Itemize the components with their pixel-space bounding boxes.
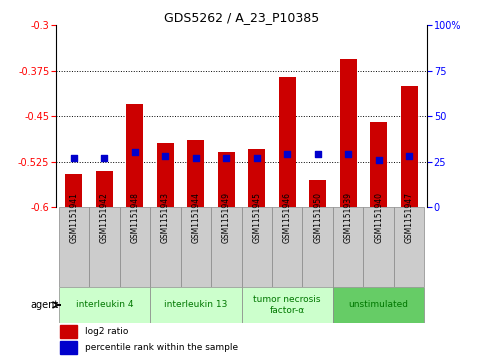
Point [100, 155, 108, 161]
Bar [187, 140, 204, 207]
Text: tumor necrosis
factor-α: tumor necrosis factor-α [254, 295, 321, 315]
Text: GSM1151941: GSM1151941 [70, 192, 78, 243]
Bar [279, 77, 296, 207]
Point [161, 153, 169, 159]
Point [70, 155, 78, 161]
Text: GSM1151947: GSM1151947 [405, 192, 413, 243]
Text: GSM1151943: GSM1151943 [161, 192, 170, 243]
Point [405, 153, 413, 159]
Bar [272, 207, 302, 287]
Text: GSM1151945: GSM1151945 [252, 192, 261, 243]
Bar [150, 287, 242, 323]
Bar [333, 287, 425, 323]
Bar [150, 207, 181, 287]
Bar [211, 207, 242, 287]
Bar [89, 207, 120, 287]
Bar [248, 150, 265, 207]
Text: GSM1151939: GSM1151939 [344, 192, 353, 243]
Bar [340, 59, 356, 207]
Bar [127, 104, 143, 207]
Text: interleukin 13: interleukin 13 [164, 301, 227, 309]
Bar [401, 86, 417, 207]
Point [284, 151, 291, 157]
Bar [218, 152, 235, 207]
Title: GDS5262 / A_23_P10385: GDS5262 / A_23_P10385 [164, 11, 319, 24]
Text: agent: agent [30, 300, 58, 310]
Bar [394, 207, 425, 287]
Text: GSM1151948: GSM1151948 [130, 192, 139, 243]
Point [344, 151, 352, 157]
Text: GSM1151940: GSM1151940 [374, 192, 383, 243]
Point [253, 155, 261, 161]
Text: log2 ratio: log2 ratio [85, 327, 128, 336]
Text: GSM1151946: GSM1151946 [283, 192, 292, 243]
Bar [363, 207, 394, 287]
Bar [66, 174, 82, 207]
Bar [370, 122, 387, 207]
Bar [302, 207, 333, 287]
Text: GSM1151950: GSM1151950 [313, 192, 322, 243]
Bar [58, 287, 150, 323]
Bar [60, 325, 77, 338]
Text: unstimulated: unstimulated [349, 301, 409, 309]
Bar [96, 171, 113, 207]
Text: GSM1151942: GSM1151942 [100, 192, 109, 243]
Bar [181, 207, 211, 287]
Text: GSM1151949: GSM1151949 [222, 192, 231, 243]
Text: GSM1151944: GSM1151944 [191, 192, 200, 243]
Bar [58, 207, 89, 287]
Bar [157, 143, 174, 207]
Bar [60, 341, 77, 354]
Bar [333, 207, 363, 287]
Point [131, 150, 139, 155]
Bar [309, 180, 326, 207]
Bar [242, 207, 272, 287]
Text: percentile rank within the sample: percentile rank within the sample [85, 343, 238, 352]
Point [222, 155, 230, 161]
Point [375, 157, 383, 163]
Bar [242, 287, 333, 323]
Point [314, 151, 322, 157]
Bar [120, 207, 150, 287]
Text: interleukin 4: interleukin 4 [75, 301, 133, 309]
Point [192, 155, 199, 161]
